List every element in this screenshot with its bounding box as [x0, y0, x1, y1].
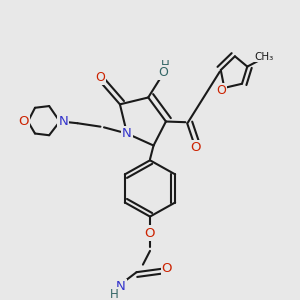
Text: N: N	[116, 280, 126, 293]
Text: CH₃: CH₃	[255, 52, 274, 61]
Text: O: O	[95, 71, 105, 84]
Text: O: O	[190, 141, 200, 154]
Text: O: O	[158, 66, 168, 79]
Text: O: O	[216, 84, 226, 97]
Text: H: H	[160, 59, 169, 72]
Text: H: H	[110, 288, 118, 300]
Text: N: N	[58, 115, 68, 128]
Text: O: O	[18, 115, 29, 128]
Text: O: O	[162, 262, 172, 275]
Text: O: O	[145, 226, 155, 240]
Text: N: N	[122, 127, 132, 140]
